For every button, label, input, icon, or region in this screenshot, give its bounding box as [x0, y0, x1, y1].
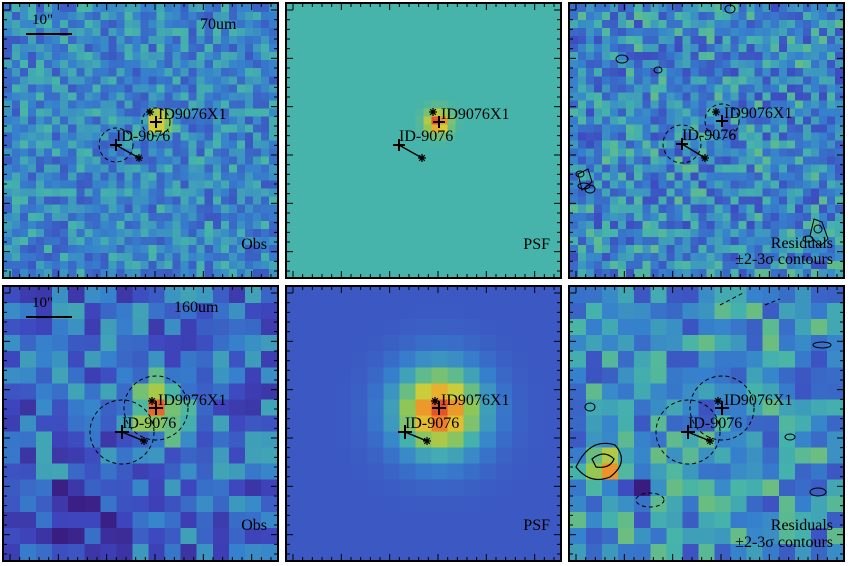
- source-position-marker: [432, 401, 446, 415]
- offset-line: [681, 143, 706, 159]
- prior-position-marker: [714, 397, 722, 405]
- source-name: ID-9076: [405, 415, 459, 432]
- source-name: ID9076X1: [724, 105, 792, 122]
- panel-160um-psf: ID9076X1 ID-9076 PSF: [285, 285, 562, 562]
- panel-label-psf: PSF: [523, 517, 550, 534]
- source-position-marker: [149, 401, 163, 415]
- panel-160um-residuals: ID9076X1 ID-9076 Residuals ±2-3σ contours: [568, 285, 845, 562]
- overlay-70um-psf: ID9076X1 ID-9076: [287, 4, 560, 277]
- overlay-160um-observed: ID9076X1 ID-9076: [4, 287, 277, 560]
- prior-position-marker: [423, 437, 431, 445]
- image-160um-psf: [287, 287, 560, 560]
- image-160um-observed: [4, 287, 277, 560]
- overlay-160um-psf: ID9076X1 ID-9076: [287, 287, 560, 560]
- aperture-circle: [704, 103, 740, 139]
- prior-position-marker: [429, 108, 437, 116]
- scalebar: 10": [26, 12, 78, 38]
- scalebar: 10": [26, 295, 78, 321]
- overlay-160um-residuals: ID9076X1 ID-9076: [570, 287, 843, 560]
- source-position-marker: [110, 139, 122, 151]
- scalebar-label: 10": [32, 295, 54, 311]
- source-name: ID-9076: [399, 128, 453, 145]
- residual-contour: [809, 218, 829, 247]
- residual-contour: [635, 492, 665, 508]
- image-70um-residuals: [570, 4, 843, 277]
- prior-position-marker: [418, 154, 426, 162]
- source-position-marker: [676, 138, 688, 150]
- residual-contour: [719, 291, 781, 306]
- offset-line: [115, 144, 140, 159]
- offset-line: [687, 431, 711, 442]
- residual-contour: [577, 168, 593, 191]
- source-name: ID-9076: [688, 415, 742, 432]
- prior-position-marker: [712, 108, 720, 116]
- aperture-circle: [662, 124, 702, 164]
- source-name: ID-9076: [682, 127, 736, 144]
- prior-position-marker: [135, 154, 143, 162]
- aperture-circle: [655, 399, 721, 465]
- scalebar-label: 10": [32, 12, 54, 28]
- residual-contour: [575, 170, 585, 178]
- prior-position-marker: [431, 397, 439, 405]
- prior-position-marker: [701, 154, 709, 162]
- image-70um-observed: [4, 4, 277, 277]
- source-name: ID-9076: [116, 128, 170, 145]
- panel-label-contours: ±2-3σ contours: [735, 534, 833, 551]
- overlay-70um-observed: ID9076X1 ID-9076: [4, 4, 277, 277]
- residual-contour: [584, 402, 596, 412]
- residual-contour: [809, 487, 827, 497]
- source-position-marker: [715, 401, 729, 415]
- prior-position-marker: [146, 108, 154, 116]
- residual-contour: [615, 54, 629, 64]
- residual-contour: [812, 341, 832, 349]
- aperture-circle: [98, 127, 134, 163]
- source-name: ID9076X1: [158, 392, 226, 409]
- aperture-circle: [89, 399, 155, 465]
- source-position-marker: [115, 425, 129, 439]
- residual-contour: [653, 66, 663, 74]
- aperture-circle: [123, 375, 189, 441]
- overlay-70um-residuals: ID9076X1 ID-9076: [570, 4, 843, 277]
- panel-label-psf: PSF: [523, 236, 550, 253]
- offset-line: [404, 431, 428, 442]
- panel-70um-psf: ID9076X1 ID-9076 PSF: [285, 2, 562, 279]
- source-position-marker: [398, 425, 412, 439]
- image-70um-psf: [287, 4, 560, 277]
- residual-contour: [784, 433, 796, 441]
- source-name: ID-9076: [122, 415, 176, 432]
- panel-70um-obs: ID9076X1 ID-9076 10" 70um Obs: [2, 2, 279, 279]
- source-name: ID9076X1: [724, 392, 792, 409]
- panel-70um-residuals: ID9076X1 ID-9076 Residuals ±2-3σ contours: [568, 2, 845, 279]
- source-position-marker: [150, 116, 162, 128]
- source-name: ID9076X1: [441, 106, 509, 123]
- residual-contour: [591, 453, 615, 468]
- prior-position-marker: [148, 397, 156, 405]
- aperture-circle: [689, 375, 755, 441]
- panel-label-residuals: Residuals: [770, 235, 833, 252]
- residual-contour: [575, 442, 622, 480]
- band-label-70um: 70um: [200, 16, 237, 33]
- offset-line: [121, 431, 145, 442]
- image-160um-residuals: [570, 287, 843, 560]
- source-position-marker: [716, 115, 728, 127]
- panel-label-residuals: Residuals: [770, 517, 833, 534]
- source-name: ID9076X1: [441, 392, 509, 409]
- residual-contour: [813, 224, 823, 234]
- source-name: ID9076X1: [158, 106, 226, 123]
- offset-line: [398, 144, 423, 159]
- aperture-circle: [141, 107, 171, 137]
- prior-position-marker: [706, 437, 714, 445]
- source-position-marker: [681, 425, 695, 439]
- residual-contour: [724, 4, 736, 14]
- source-position-marker: [393, 139, 405, 151]
- source-position-marker: [433, 116, 445, 128]
- panel-160um-obs: ID9076X1 ID-9076 10" 160um Obs: [2, 285, 279, 562]
- band-label-160um: 160um: [174, 299, 219, 316]
- prior-position-marker: [140, 437, 148, 445]
- panel-label-obs: Obs: [241, 517, 267, 534]
- panel-label-contours: ±2-3σ contours: [735, 251, 833, 268]
- panel-label-obs: Obs: [241, 236, 267, 253]
